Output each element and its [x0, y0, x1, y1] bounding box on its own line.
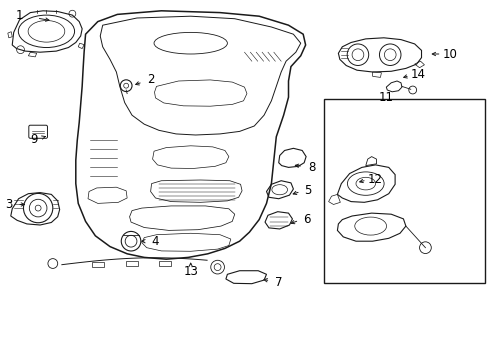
Text: 13: 13 — [183, 265, 198, 278]
Text: 14: 14 — [410, 68, 425, 81]
Text: 10: 10 — [442, 48, 456, 61]
Bar — [323, 99, 484, 283]
Text: 4: 4 — [151, 235, 159, 248]
Text: 8: 8 — [307, 161, 315, 174]
Text: 1: 1 — [16, 9, 23, 22]
Bar — [159, 261, 171, 266]
Bar — [126, 261, 138, 266]
Text: 7: 7 — [274, 276, 282, 289]
Text: 2: 2 — [146, 73, 154, 86]
Text: 5: 5 — [304, 184, 311, 197]
Text: 3: 3 — [5, 198, 13, 211]
Text: 6: 6 — [303, 213, 310, 226]
Text: 12: 12 — [367, 173, 382, 186]
Text: 9: 9 — [30, 133, 38, 146]
Bar — [92, 262, 103, 267]
Text: 11: 11 — [378, 91, 393, 104]
